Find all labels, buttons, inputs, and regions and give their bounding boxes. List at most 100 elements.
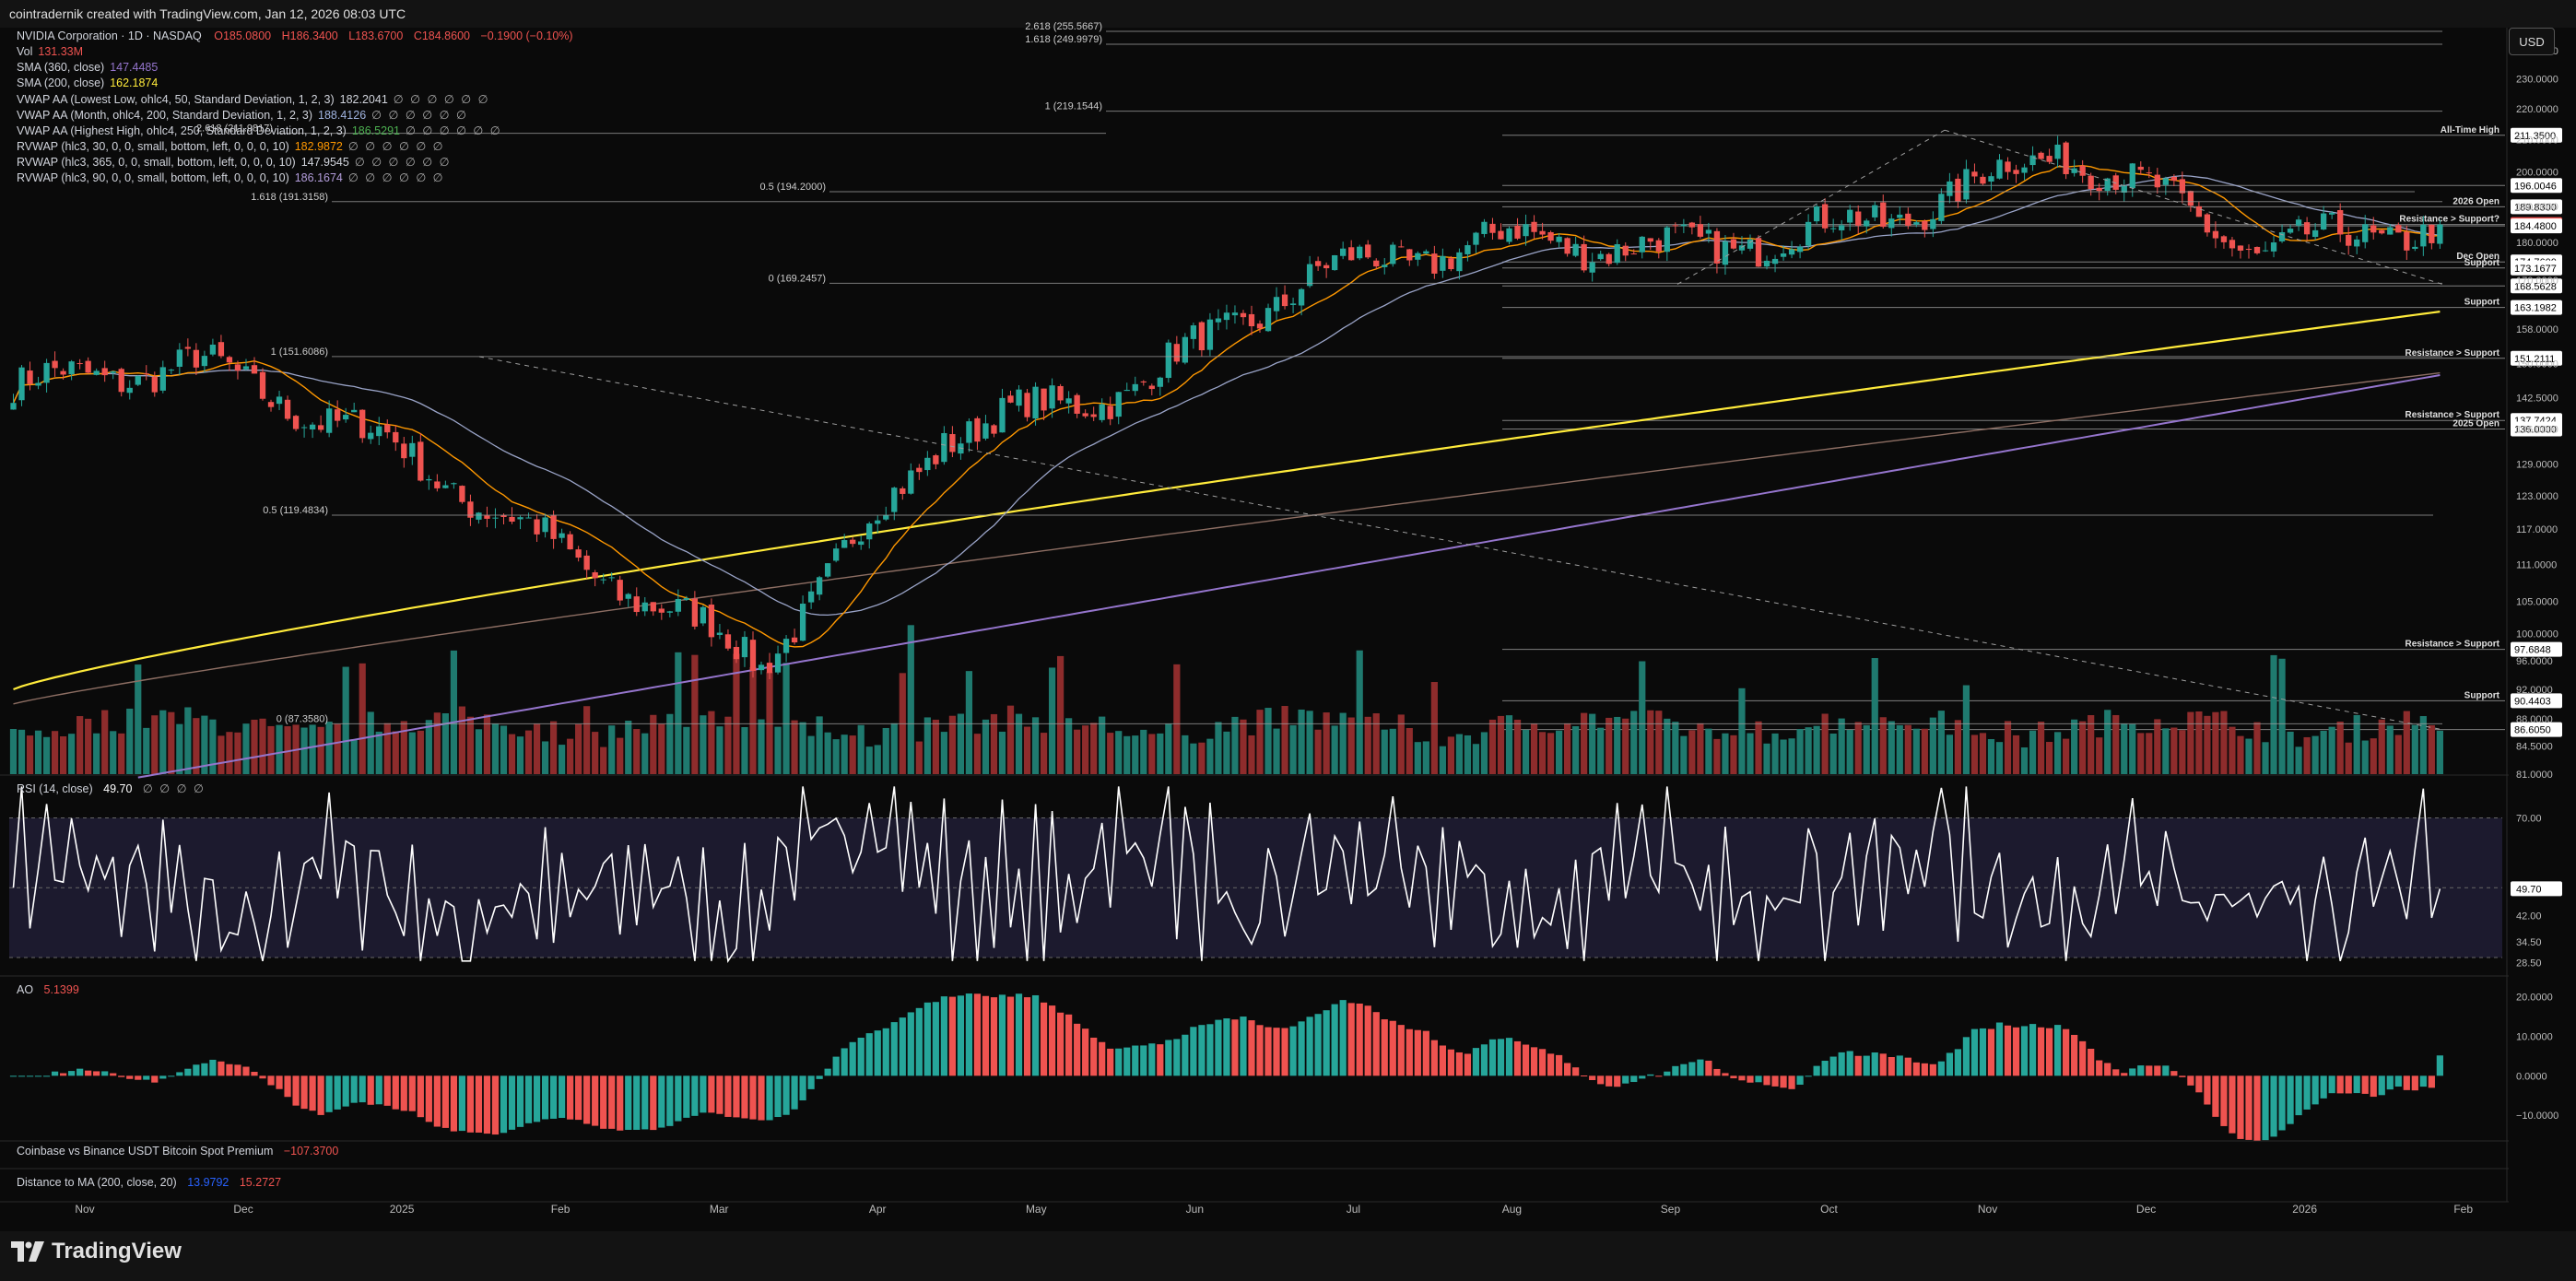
ao-bar [658, 1075, 665, 1128]
candle-body [27, 370, 33, 384]
ao-bar [1622, 1075, 1629, 1084]
candle [10, 394, 17, 410]
chart-canvas[interactable]: All-Time High 2026 Open Resistance > Suppo… [0, 0, 2576, 1231]
candle-body [1440, 255, 1446, 271]
candle-body [774, 653, 782, 673]
volume-bar [300, 727, 308, 774]
candle-body [1099, 404, 1105, 420]
volume-bar [126, 708, 134, 774]
candle [807, 582, 815, 609]
indicator-label[interactable]: RVWAP (hlc3, 365, 0, 0, small, bottom, l… [17, 156, 296, 169]
candle-body [418, 441, 424, 481]
candle [841, 534, 848, 548]
rvwap-365-line [13, 371, 2441, 705]
volume-bar [383, 723, 391, 774]
level-tag: All-Time High [2441, 125, 2500, 135]
candle-body [1431, 253, 1438, 274]
candle-body [1281, 294, 1288, 307]
candle [1897, 206, 1903, 225]
candle-body [1248, 313, 1255, 326]
volume-bar [2220, 711, 2228, 774]
candle [534, 514, 540, 542]
candle [151, 371, 158, 397]
candle [218, 335, 225, 358]
volume-bar [2154, 719, 2161, 774]
volume-bar [1057, 655, 1065, 774]
candle [2146, 166, 2152, 179]
rsi-label[interactable]: RSI (14, close) [17, 782, 93, 795]
volume-bar [1829, 733, 1837, 774]
x-axis-month: Mar [710, 1203, 729, 1216]
candle-body [2029, 155, 2036, 166]
volume-bar [2063, 738, 2070, 774]
ohlc-change: −0.1900 (−0.10%) [480, 29, 573, 42]
candle [1406, 249, 1413, 266]
premium-label[interactable]: Coinbase vs Binance USDT Bitcoin Spot Pr… [17, 1145, 274, 1158]
volume-bar [9, 728, 18, 774]
candle [1074, 393, 1080, 418]
volume-bar [741, 726, 748, 774]
volume-bar [882, 727, 889, 774]
candle-body [2170, 176, 2177, 182]
candle-body [1273, 297, 1280, 311]
ao-bar [600, 1075, 607, 1129]
candle [1115, 392, 1122, 425]
candle [1281, 285, 1288, 310]
volume-bar [1148, 734, 1156, 774]
currency-button[interactable]: USD [2509, 28, 2555, 55]
indicator-label[interactable]: Vol [17, 45, 33, 58]
candle-body [2046, 156, 2053, 162]
candle [2005, 157, 2011, 181]
indicator-label[interactable]: VWAP AA (Lowest Low, ohlc4, 50, Standard… [17, 93, 335, 106]
volume-bar [1074, 729, 1081, 774]
indicator-label[interactable]: RVWAP (hlc3, 30, 0, 0, small, bottom, le… [17, 140, 289, 153]
candle-body [76, 363, 83, 365]
ao-bar [458, 1075, 466, 1132]
candle-body [234, 364, 241, 371]
price-label-box [2511, 178, 2562, 194]
volume-bar [85, 718, 92, 774]
indicator-label[interactable]: SMA (200, close) [17, 76, 105, 89]
volume-bar [1347, 717, 1355, 774]
volume-bar [675, 652, 682, 774]
indicator-label[interactable]: RVWAP (hlc3, 90, 0, 0, small, bottom, le… [17, 171, 289, 184]
candle [733, 640, 740, 664]
ao-bar [9, 1075, 18, 1077]
symbol-name[interactable]: NVIDIA Corporation · 1D · NASDAQ [17, 29, 202, 42]
candle [2029, 146, 2036, 171]
indicator-label[interactable]: SMA (360, close) [17, 61, 105, 74]
indicator-label[interactable]: VWAP AA (Month, ohlc4, 200, Standard Dev… [17, 109, 313, 122]
ao-bar [716, 1075, 723, 1114]
candle [1672, 222, 1678, 234]
candle-body [1231, 312, 1239, 316]
price-axis-tick: 200.0000 [2516, 168, 2558, 179]
candle-body [816, 577, 823, 595]
price-label: 211.3500 [2514, 131, 2556, 142]
candle [1639, 236, 1645, 259]
volume-bar [1738, 688, 1746, 774]
volume-bar [998, 731, 1006, 774]
ao-label[interactable]: AO [17, 983, 34, 996]
indicator-label[interactable]: VWAP AA (Highest High, ohlc4, 250, Stand… [17, 124, 347, 137]
volume-bar [1372, 712, 1380, 774]
tradingview-logo[interactable]: TradingView [11, 1239, 182, 1264]
candle-body [1306, 264, 1313, 287]
volume-bar [1755, 721, 1762, 774]
candle-body [1697, 224, 1704, 237]
price-axis-tick: 100.0000 [2516, 629, 2558, 640]
candle-body [1473, 232, 1479, 245]
price-label-box [2511, 199, 2562, 215]
ao-bar [1422, 1030, 1429, 1076]
candle [600, 573, 606, 584]
candle [2021, 163, 2028, 181]
candle-body [1173, 344, 1180, 362]
level-tag: Support [2464, 690, 2500, 700]
candle [276, 390, 283, 411]
volume-bar [1614, 716, 1621, 774]
candle-body [658, 608, 665, 613]
candle [242, 358, 250, 370]
ao-bar [18, 1075, 26, 1077]
ao-bar [1447, 1049, 1454, 1076]
ma-distance-label[interactable]: Distance to MA (200, close, 20) [17, 1176, 177, 1189]
candle [866, 522, 873, 549]
